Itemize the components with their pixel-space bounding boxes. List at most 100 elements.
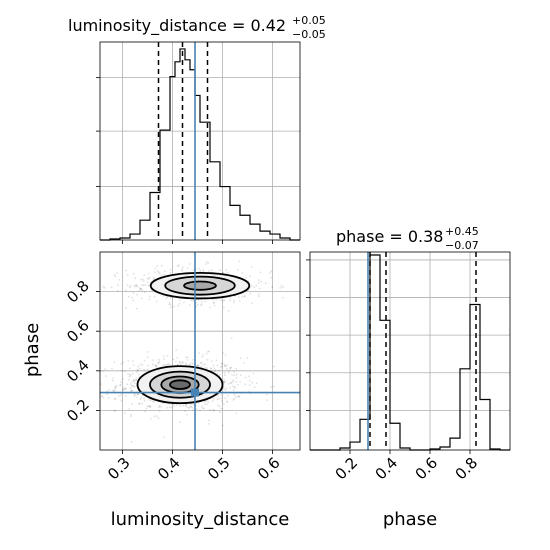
sample-point bbox=[125, 394, 127, 397]
sample-point bbox=[215, 359, 218, 362]
sample-point bbox=[143, 274, 146, 276]
sample-point bbox=[144, 284, 147, 286]
sample-point bbox=[203, 407, 205, 410]
sample-point bbox=[227, 271, 230, 274]
sample-point bbox=[131, 389, 134, 392]
sample-point bbox=[270, 386, 272, 389]
sample-point bbox=[214, 369, 217, 371]
sample-point bbox=[116, 272, 119, 275]
sample-point bbox=[206, 367, 208, 370]
sample-point bbox=[139, 288, 142, 290]
sample-point bbox=[162, 364, 164, 366]
sample-point bbox=[221, 352, 224, 354]
sample-point bbox=[112, 389, 114, 392]
truth-marker bbox=[191, 388, 199, 397]
sample-point bbox=[146, 405, 149, 408]
sample-point bbox=[207, 401, 210, 403]
sample-point bbox=[200, 303, 203, 306]
sample-point bbox=[209, 408, 212, 411]
sample-point bbox=[153, 295, 156, 298]
sample-point bbox=[155, 365, 158, 367]
sample-point bbox=[243, 295, 246, 298]
sample-point bbox=[141, 297, 143, 300]
sample-point bbox=[249, 275, 252, 278]
y-tick-label-phase: 0.2 bbox=[63, 396, 93, 426]
sample-point bbox=[108, 389, 111, 391]
sample-point bbox=[221, 424, 224, 427]
sample-point bbox=[113, 361, 116, 363]
sample-point bbox=[110, 286, 113, 289]
sample-point bbox=[125, 387, 127, 390]
sample-point bbox=[132, 385, 135, 387]
sample-point bbox=[106, 393, 108, 396]
sample-point bbox=[216, 372, 219, 375]
sample-point bbox=[111, 379, 114, 382]
sample-point bbox=[237, 383, 239, 386]
x-tick-label-luminosity-distance: 0.6 bbox=[254, 454, 284, 484]
sample-point bbox=[184, 410, 187, 412]
sample-point bbox=[229, 296, 232, 299]
sample-point bbox=[227, 370, 230, 372]
sample-point bbox=[166, 355, 169, 357]
sample-point bbox=[251, 302, 253, 305]
sample-point bbox=[158, 360, 161, 362]
sample-point bbox=[218, 405, 221, 408]
sample-point bbox=[246, 356, 249, 359]
sample-point bbox=[141, 364, 144, 366]
sample-point bbox=[233, 385, 236, 388]
sample-point bbox=[255, 284, 258, 287]
sample-point bbox=[214, 370, 216, 373]
sample-point bbox=[199, 269, 202, 272]
sample-point bbox=[183, 301, 185, 304]
sample-point bbox=[149, 399, 152, 402]
sample-point bbox=[258, 287, 261, 290]
sample-point bbox=[141, 402, 144, 405]
sample-point bbox=[224, 388, 227, 391]
sample-point bbox=[156, 300, 158, 303]
sample-point bbox=[127, 359, 130, 362]
sample-point bbox=[138, 289, 141, 291]
sample-point bbox=[201, 407, 204, 410]
sample-point bbox=[191, 361, 193, 364]
sample-point bbox=[185, 362, 188, 365]
sample-point bbox=[187, 406, 190, 409]
sample-point bbox=[186, 267, 189, 269]
sample-point bbox=[225, 380, 227, 383]
sample-point bbox=[200, 304, 203, 307]
sample-point bbox=[164, 364, 166, 366]
sample-point bbox=[186, 359, 189, 361]
sample-point bbox=[128, 375, 131, 378]
joint-density-plot: 0.3 0.4 0.5 0.6 0.2 0.4 0.6 0.8 bbox=[63, 251, 301, 484]
sample-point bbox=[233, 371, 236, 373]
sample-point bbox=[126, 383, 129, 386]
sample-point bbox=[142, 278, 144, 280]
sample-point bbox=[212, 400, 214, 402]
sample-point bbox=[114, 387, 116, 390]
sample-point bbox=[212, 302, 215, 304]
sample-point bbox=[132, 380, 135, 382]
sample-point bbox=[138, 402, 141, 405]
sample-point bbox=[280, 284, 283, 287]
sample-point bbox=[205, 403, 208, 406]
sample-point bbox=[175, 349, 178, 352]
sample-point bbox=[113, 390, 116, 392]
sample-point bbox=[153, 277, 156, 280]
sample-point bbox=[223, 374, 226, 377]
sample-point bbox=[120, 394, 122, 396]
sample-point bbox=[149, 418, 152, 420]
sample-point bbox=[196, 364, 199, 367]
sample-point bbox=[160, 264, 163, 267]
sample-point bbox=[241, 296, 244, 298]
sample-point bbox=[129, 413, 132, 416]
sample-point bbox=[130, 381, 133, 383]
sample-point bbox=[213, 367, 216, 369]
sample-point bbox=[259, 271, 262, 274]
sample-point bbox=[200, 365, 203, 368]
sample-point bbox=[181, 361, 184, 364]
sample-point bbox=[222, 380, 225, 383]
sample-point bbox=[230, 382, 233, 385]
sample-point bbox=[279, 286, 282, 289]
sample-point bbox=[137, 285, 139, 288]
sample-point bbox=[122, 388, 125, 390]
sample-point bbox=[176, 363, 179, 366]
